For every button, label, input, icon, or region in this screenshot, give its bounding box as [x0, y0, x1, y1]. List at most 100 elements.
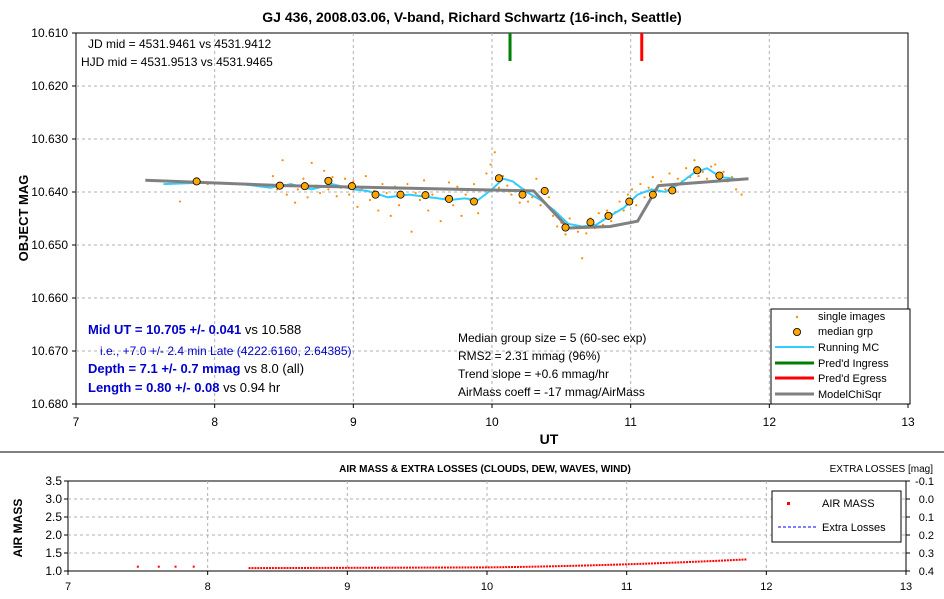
airmass-point	[531, 565, 534, 568]
airmass-point	[266, 567, 269, 570]
single-image-point	[335, 195, 338, 198]
airmass-point	[581, 564, 584, 567]
airmass-point	[260, 567, 263, 570]
single-image-point	[697, 175, 700, 178]
airmass-legend-box	[771, 490, 902, 543]
airmass-point	[350, 566, 353, 569]
airmass-point	[688, 560, 691, 563]
airmass-point	[455, 566, 458, 569]
main-legend: single images median grp Running MC Pred…	[770, 308, 911, 405]
single-image-point	[610, 220, 613, 223]
median-grp-point	[494, 174, 503, 183]
airmass-point	[336, 566, 339, 569]
single-image-point	[285, 193, 288, 196]
single-image-point	[271, 175, 275, 178]
median-grp-point	[469, 197, 478, 206]
airmass-point	[487, 566, 490, 569]
single-image-point	[410, 230, 413, 233]
airmass-point	[324, 566, 327, 569]
legend-running-mc: Running MC	[818, 342, 879, 354]
airmass-point	[417, 566, 420, 569]
airmass-point	[330, 566, 333, 569]
airmass-point	[595, 564, 598, 567]
extra-losses-tick-label: 0.0	[919, 494, 934, 506]
median-grp-point	[275, 181, 284, 190]
airmass-point	[458, 566, 461, 569]
single-image-point	[368, 198, 372, 202]
median-grp-point	[668, 186, 677, 195]
airmass-point	[738, 558, 741, 561]
single-image-point	[693, 159, 696, 162]
main-grid	[76, 33, 908, 404]
airmass-point	[420, 566, 423, 569]
single-image-point	[685, 167, 688, 170]
single-image-point	[302, 177, 305, 180]
median-group-size-text: Median group size = 5 (60-sec exp)	[458, 331, 646, 345]
single-image-point	[489, 163, 492, 166]
airmass-point	[601, 564, 604, 567]
airmass-point	[496, 566, 499, 569]
single-image-point	[660, 180, 663, 183]
airmass-point	[321, 566, 324, 569]
airmass-point	[295, 566, 298, 569]
median-grp-point	[586, 218, 595, 227]
airmass-point	[397, 566, 400, 569]
airmass-point	[618, 563, 621, 566]
single-image-point	[497, 186, 501, 189]
airmass-point	[292, 566, 295, 569]
airmass-point	[449, 566, 452, 569]
airmass-point	[254, 567, 257, 570]
single-image-point	[356, 205, 359, 208]
single-image-point	[676, 177, 679, 180]
airmass-point	[645, 562, 648, 565]
single-image-point	[439, 220, 442, 223]
airmass-point	[718, 559, 721, 562]
airmass-point	[686, 561, 689, 564]
airmass-point	[613, 563, 616, 566]
median-grp-point	[421, 191, 430, 200]
extra-losses-tick-label: 0.2	[919, 530, 934, 542]
airmass-point	[341, 566, 344, 569]
airmass-point	[505, 566, 508, 569]
median-grp-point	[693, 166, 702, 175]
airmass-point	[371, 566, 374, 569]
airmass-point	[385, 566, 388, 569]
jd-mid-text: JD mid = 4531.9461 vs 4531.9412	[88, 37, 271, 51]
single-image-point	[701, 170, 704, 173]
airmass-y-tick-label: 3.0	[45, 492, 62, 506]
mid-ut-result: Mid UT = 10.705 +/- 0.041 vs 10.588	[88, 322, 301, 337]
airmass-point	[490, 566, 493, 569]
main-x-tick-label: 11	[624, 415, 637, 429]
airmass-point	[694, 560, 697, 563]
airmass-point	[537, 565, 540, 568]
airmass-point	[283, 567, 286, 570]
single-image-point	[485, 172, 488, 175]
main-y-tick-label: 10.630	[31, 132, 68, 146]
single-image-point	[431, 193, 434, 196]
single-image-point	[456, 185, 459, 188]
airmass-coeff-text: AirMass coeff = -17 mmag/AirMass	[458, 385, 645, 399]
airmass-point	[528, 565, 531, 568]
legend-single-images: single images	[818, 311, 886, 323]
single-image-point	[318, 191, 322, 195]
single-image-point	[709, 165, 713, 168]
airmass-point	[303, 566, 306, 569]
airmass-point	[476, 566, 479, 569]
main-x-tick-label: 8	[211, 415, 218, 429]
single-image-point	[464, 193, 467, 196]
single-image-point	[568, 217, 571, 220]
airmass-point	[546, 565, 549, 568]
airmass-point	[435, 566, 438, 569]
airmass-point	[257, 567, 260, 570]
main-y-tick-label: 10.640	[31, 185, 68, 199]
single-image-point	[622, 209, 625, 212]
single-image-point	[734, 188, 738, 191]
main-x-ticks: 7 8 9 10 11 12 13	[73, 404, 915, 429]
airmass-point	[327, 566, 330, 569]
airmass-point	[630, 563, 633, 566]
main-y-tick-label: 10.660	[31, 291, 68, 305]
single-image-point	[714, 163, 717, 166]
main-y-tick-label: 10.620	[31, 79, 68, 93]
airmass-point	[729, 559, 732, 562]
airmass-point	[306, 566, 309, 569]
